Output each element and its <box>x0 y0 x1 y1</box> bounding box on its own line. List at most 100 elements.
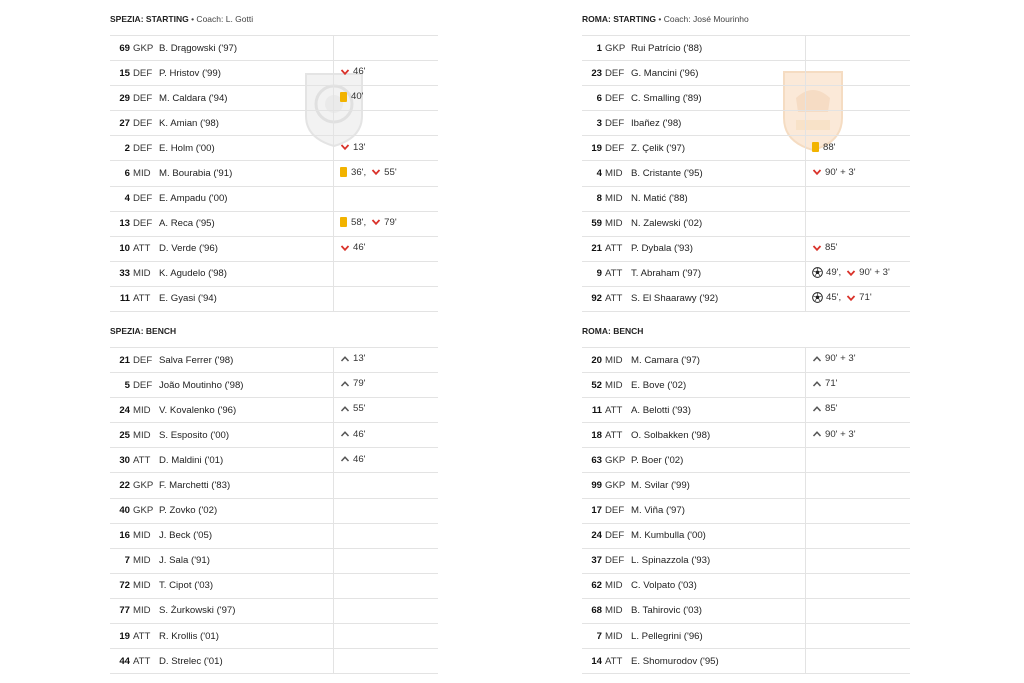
match-events <box>805 85 910 112</box>
player-row: 40 GKP P. Zovko ('02) <box>110 498 438 524</box>
yellow-card-icon <box>812 142 823 153</box>
shirt-number: 11 <box>110 286 130 313</box>
player-name: T. Cipot ('03) <box>159 573 334 599</box>
player-row: 11 ATT E. Gyasi ('94) <box>110 286 438 313</box>
shirt-number: 62 <box>582 573 602 599</box>
player-name: P. Zovko ('02) <box>159 498 334 524</box>
player-name: L. Pellegrini ('96) <box>631 623 806 650</box>
player-name: S. El Shaarawy ('92) <box>631 286 806 313</box>
player-name: Ibañez ('98) <box>631 110 806 137</box>
match-event: 55' <box>371 167 397 178</box>
player-name: C. Volpato ('03) <box>631 573 806 599</box>
match-event: 40' <box>340 91 364 102</box>
player-row: 62 MID C. Volpato ('03) <box>582 573 910 599</box>
player-row: 20 MID M. Camara ('97) 90' + 3' <box>582 346 910 374</box>
player-name: B. Cristante ('95) <box>631 160 806 187</box>
player-name: O. Solbakken ('98) <box>631 422 806 449</box>
roma-bench-heading: ROMA: BENCH <box>582 326 643 336</box>
player-row: 7 MID J. Sala ('91) <box>110 548 438 574</box>
match-event: 13' <box>340 353 366 364</box>
sub-on-icon <box>340 354 353 364</box>
player-name: M. Kumbulla ('00) <box>631 523 806 549</box>
player-position: GKP <box>602 472 631 499</box>
coach-label: • Coach: L. Gotti <box>191 14 254 24</box>
event-minute: 36', <box>351 166 367 178</box>
sub-off-icon <box>846 293 859 303</box>
match-event: 71' <box>812 378 838 389</box>
shirt-number: 7 <box>110 548 130 574</box>
shirt-number: 69 <box>110 34 130 62</box>
yellow-card-icon <box>340 217 351 228</box>
event-minute: 45', <box>826 291 842 303</box>
shirt-number: 5 <box>110 372 130 399</box>
player-position: DEF <box>602 523 631 549</box>
shirt-number: 7 <box>582 623 602 650</box>
player-row: 44 ATT D. Strelec ('01) <box>110 648 438 675</box>
player-name: P. Dybala ('93) <box>631 236 806 262</box>
player-name: M. Svilar ('99) <box>631 472 806 499</box>
player-position: ATT <box>602 286 631 313</box>
match-event: 90' + 3' <box>812 429 856 440</box>
sub-on-icon <box>340 454 353 464</box>
match-event: 58', <box>340 217 366 228</box>
match-event: 71' <box>846 292 872 303</box>
player-position: DEF <box>602 548 631 574</box>
player-name: E. Shomurodov ('95) <box>631 648 806 675</box>
match-events: 90' + 3' <box>805 422 910 449</box>
match-event: 90' + 3' <box>846 267 890 278</box>
sub-off-icon <box>340 243 353 253</box>
shirt-number: 21 <box>582 236 602 262</box>
team-name: ROMA: <box>582 14 611 24</box>
player-position: DEF <box>130 60 159 87</box>
shirt-number: 24 <box>582 523 602 549</box>
player-position: MID <box>602 346 631 374</box>
player-row: 2 DEF E. Holm ('00) 13' <box>110 135 438 162</box>
shirt-number: 3 <box>582 110 602 137</box>
sub-off-icon <box>340 67 353 77</box>
player-position: ATT <box>130 286 159 313</box>
match-events: 13' <box>333 346 438 374</box>
match-events <box>805 110 910 137</box>
match-event: 79' <box>340 378 366 389</box>
match-event: 13' <box>340 142 366 153</box>
section-label: BENCH <box>613 326 644 336</box>
player-row: 37 DEF L. Spinazzola ('93) <box>582 548 910 574</box>
event-minute: 90' + 3' <box>859 267 890 279</box>
player-row: 99 GKP M. Svilar ('99) <box>582 472 910 499</box>
player-row: 22 GKP F. Marchetti ('83) <box>110 472 438 499</box>
match-events: 85' <box>805 236 910 262</box>
shirt-number: 16 <box>110 523 130 549</box>
sub-on-icon <box>812 404 825 414</box>
player-row: 11 ATT A. Belotti ('93) 85' <box>582 397 910 424</box>
player-position: MID <box>130 397 159 424</box>
player-position: MID <box>130 573 159 599</box>
match-events <box>805 60 910 87</box>
event-minute: 71' <box>825 378 838 390</box>
shirt-number: 19 <box>582 135 602 162</box>
player-name: J. Sala ('91) <box>159 548 334 574</box>
sub-on-icon <box>812 429 825 439</box>
event-minute: 85' <box>825 403 838 415</box>
player-position: MID <box>602 573 631 599</box>
sub-off-icon <box>371 167 384 177</box>
event-minute: 71' <box>859 292 872 304</box>
match-event: 46' <box>340 454 366 465</box>
player-position: MID <box>602 160 631 187</box>
shirt-number: 13 <box>110 211 130 237</box>
player-row: 8 MID N. Matić ('88) <box>582 186 910 212</box>
player-position: MID <box>130 548 159 574</box>
event-minute: 88' <box>823 141 836 153</box>
match-events <box>333 261 438 287</box>
player-name: K. Amian ('98) <box>159 110 334 137</box>
match-events: 58', 79' <box>333 211 438 237</box>
player-position: DEF <box>602 85 631 112</box>
player-name: M. Caldara ('94) <box>159 85 334 112</box>
shirt-number: 18 <box>582 422 602 449</box>
sub-on-icon <box>340 404 353 414</box>
shirt-number: 68 <box>582 598 602 625</box>
spezia-starting-table: 69 GKP B. Drągowski ('97) 15 DEF P. Hristov (… <box>110 34 438 313</box>
player-row: 19 DEF Z. Çelik ('97) 88' <box>582 135 910 162</box>
shirt-number: 10 <box>110 236 130 262</box>
event-minute: 79' <box>384 216 397 228</box>
match-events: 46' <box>333 60 438 87</box>
